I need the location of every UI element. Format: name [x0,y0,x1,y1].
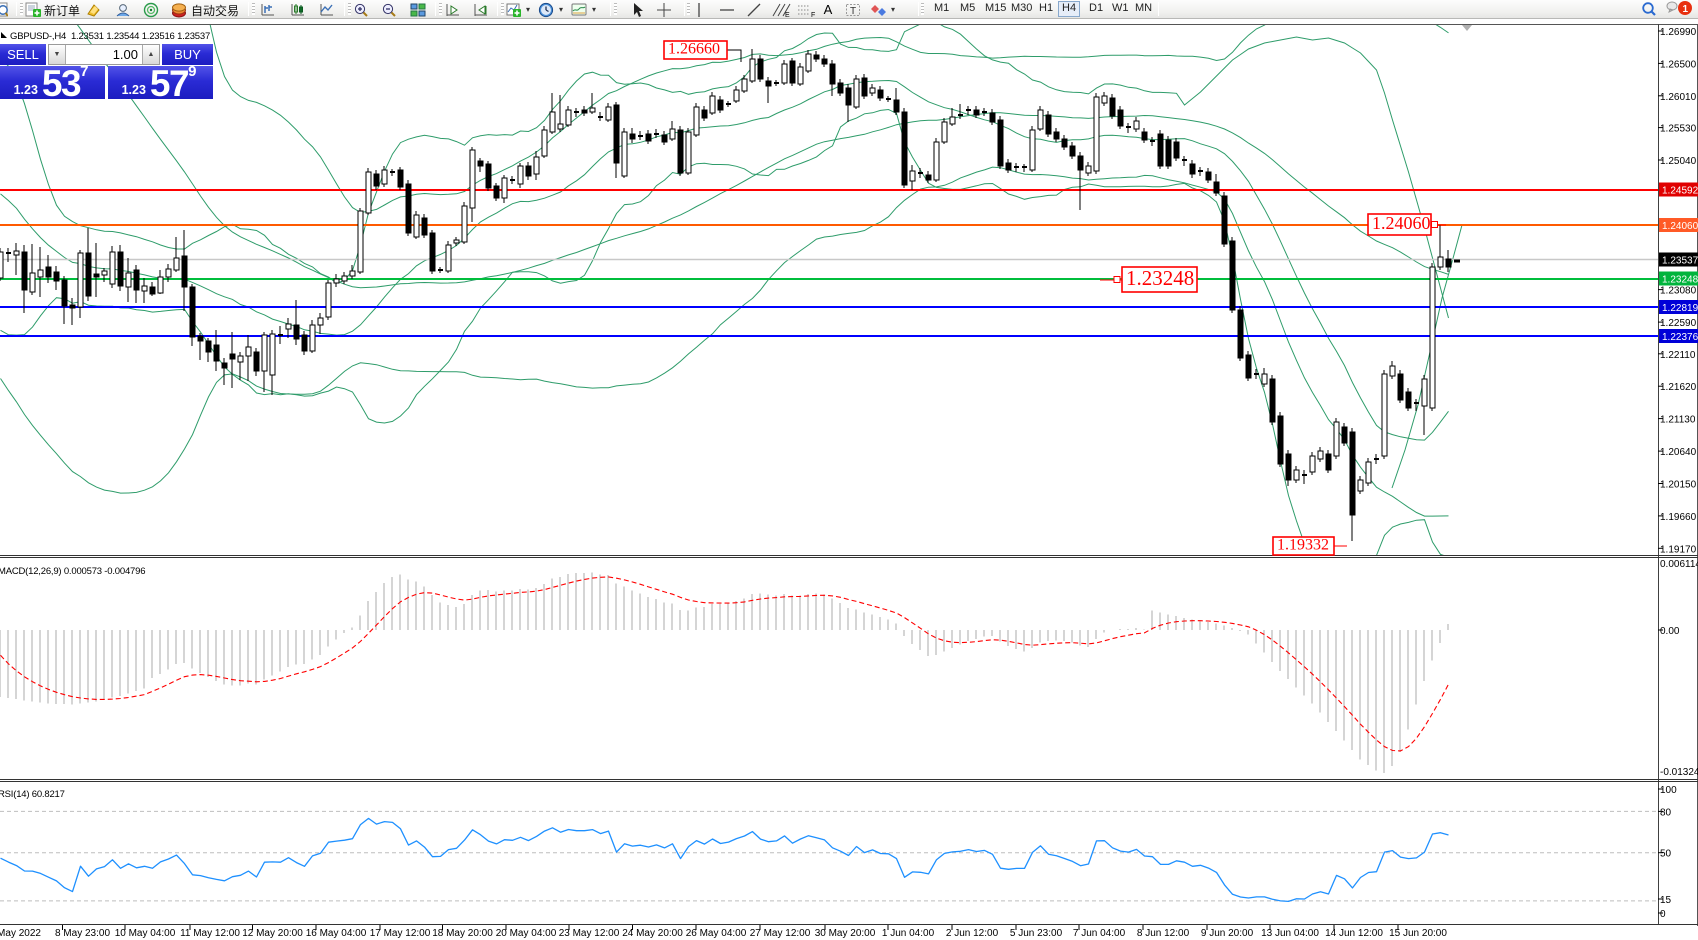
svg-text:1.26660: 1.26660 [668,41,720,58]
svg-text:100: 100 [1660,785,1677,796]
svg-text:17 May 12:00: 17 May 12:00 [370,928,431,939]
svg-text:1.21130: 1.21130 [1660,415,1696,426]
svg-text:7 Jun 04:00: 7 Jun 04:00 [1073,928,1126,939]
svg-text:1.19332: 1.19332 [1277,537,1329,554]
svg-text:50: 50 [1660,849,1672,860]
svg-text:1.22110: 1.22110 [1660,350,1696,361]
svg-text:1.24060: 1.24060 [1662,221,1698,232]
svg-text:26 May 04:00: 26 May 04:00 [686,928,747,939]
svg-text:1.21620: 1.21620 [1660,382,1697,393]
svg-text:1.24592: 1.24592 [1662,186,1698,197]
svg-text:1.23248: 1.23248 [1662,275,1698,286]
svg-text:1.26990: 1.26990 [1660,27,1697,38]
svg-text:24 May 20:00: 24 May 20:00 [622,928,683,939]
svg-text:1.25040: 1.25040 [1660,156,1697,167]
svg-text:80: 80 [1660,807,1672,818]
svg-text:15 Jun 20:00: 15 Jun 20:00 [1389,928,1447,939]
svg-text:13 Jun 04:00: 13 Jun 04:00 [1261,928,1319,939]
svg-text:0: 0 [1660,909,1666,920]
svg-text:1.19170: 1.19170 [1660,544,1697,555]
svg-text:2 Jun 12:00: 2 Jun 12:00 [946,928,999,939]
svg-text:May 2022: May 2022 [0,928,41,939]
svg-text:1.20150: 1.20150 [1660,480,1697,491]
svg-text:1.24060: 1.24060 [1372,213,1431,233]
svg-text:1.20640: 1.20640 [1660,447,1697,458]
svg-text:1.22590: 1.22590 [1660,318,1697,329]
svg-text:5 Jun 23:00: 5 Jun 23:00 [1010,928,1063,939]
svg-text:10 May 04:00: 10 May 04:00 [115,928,176,939]
svg-text:0.00: 0.00 [1660,626,1680,637]
svg-text:RSI(14) 60.8217: RSI(14) 60.8217 [0,789,65,800]
svg-text:1.23537: 1.23537 [1662,256,1698,267]
svg-text:1.25530: 1.25530 [1660,124,1697,135]
svg-text:8 May 23:00: 8 May 23:00 [55,928,110,939]
svg-text:14 Jun 12:00: 14 Jun 12:00 [1325,928,1383,939]
svg-text:12 May 20:00: 12 May 20:00 [242,928,303,939]
svg-text:1.22819: 1.22819 [1662,303,1698,314]
svg-text:30 May 20:00: 30 May 20:00 [815,928,876,939]
svg-text:F: F [811,12,815,18]
svg-text:11 May 12:00: 11 May 12:00 [180,928,240,939]
svg-text:9 Jun 20:00: 9 Jun 20:00 [1201,928,1254,939]
svg-text:GBPUSD-,H4 1.23531 1.23544 1.: GBPUSD-,H4 1.23531 1.23544 1.23516 1.235… [10,31,210,42]
svg-text:20 May 04:00: 20 May 04:00 [496,928,557,939]
svg-text:1.19660: 1.19660 [1660,512,1697,523]
svg-text:E: E [785,12,790,18]
svg-text:1.23080: 1.23080 [1660,286,1697,297]
svg-text:0.006114: 0.006114 [1660,559,1698,570]
svg-text:1.26500: 1.26500 [1660,59,1697,70]
svg-text:16 May 04:00: 16 May 04:00 [306,928,367,939]
svg-text:18 May 20:00: 18 May 20:00 [432,928,493,939]
svg-text:1.23248: 1.23248 [1126,266,1194,290]
svg-text:15: 15 [1660,895,1672,906]
svg-text:T: T [850,6,856,17]
svg-text:1 Jun 04:00: 1 Jun 04:00 [882,928,935,939]
svg-text:27 May 12:00: 27 May 12:00 [750,928,811,939]
svg-text:1.22376: 1.22376 [1662,332,1698,343]
svg-text:23 May 12:00: 23 May 12:00 [559,928,620,939]
svg-text:8 Jun 12:00: 8 Jun 12:00 [1137,928,1190,939]
svg-text:1: 1 [1683,4,1689,15]
svg-text:1.26010: 1.26010 [1660,92,1697,103]
svg-text:MACD(12,26,9) 0.000573 -0.0047: MACD(12,26,9) 0.000573 -0.004796 [0,566,145,577]
